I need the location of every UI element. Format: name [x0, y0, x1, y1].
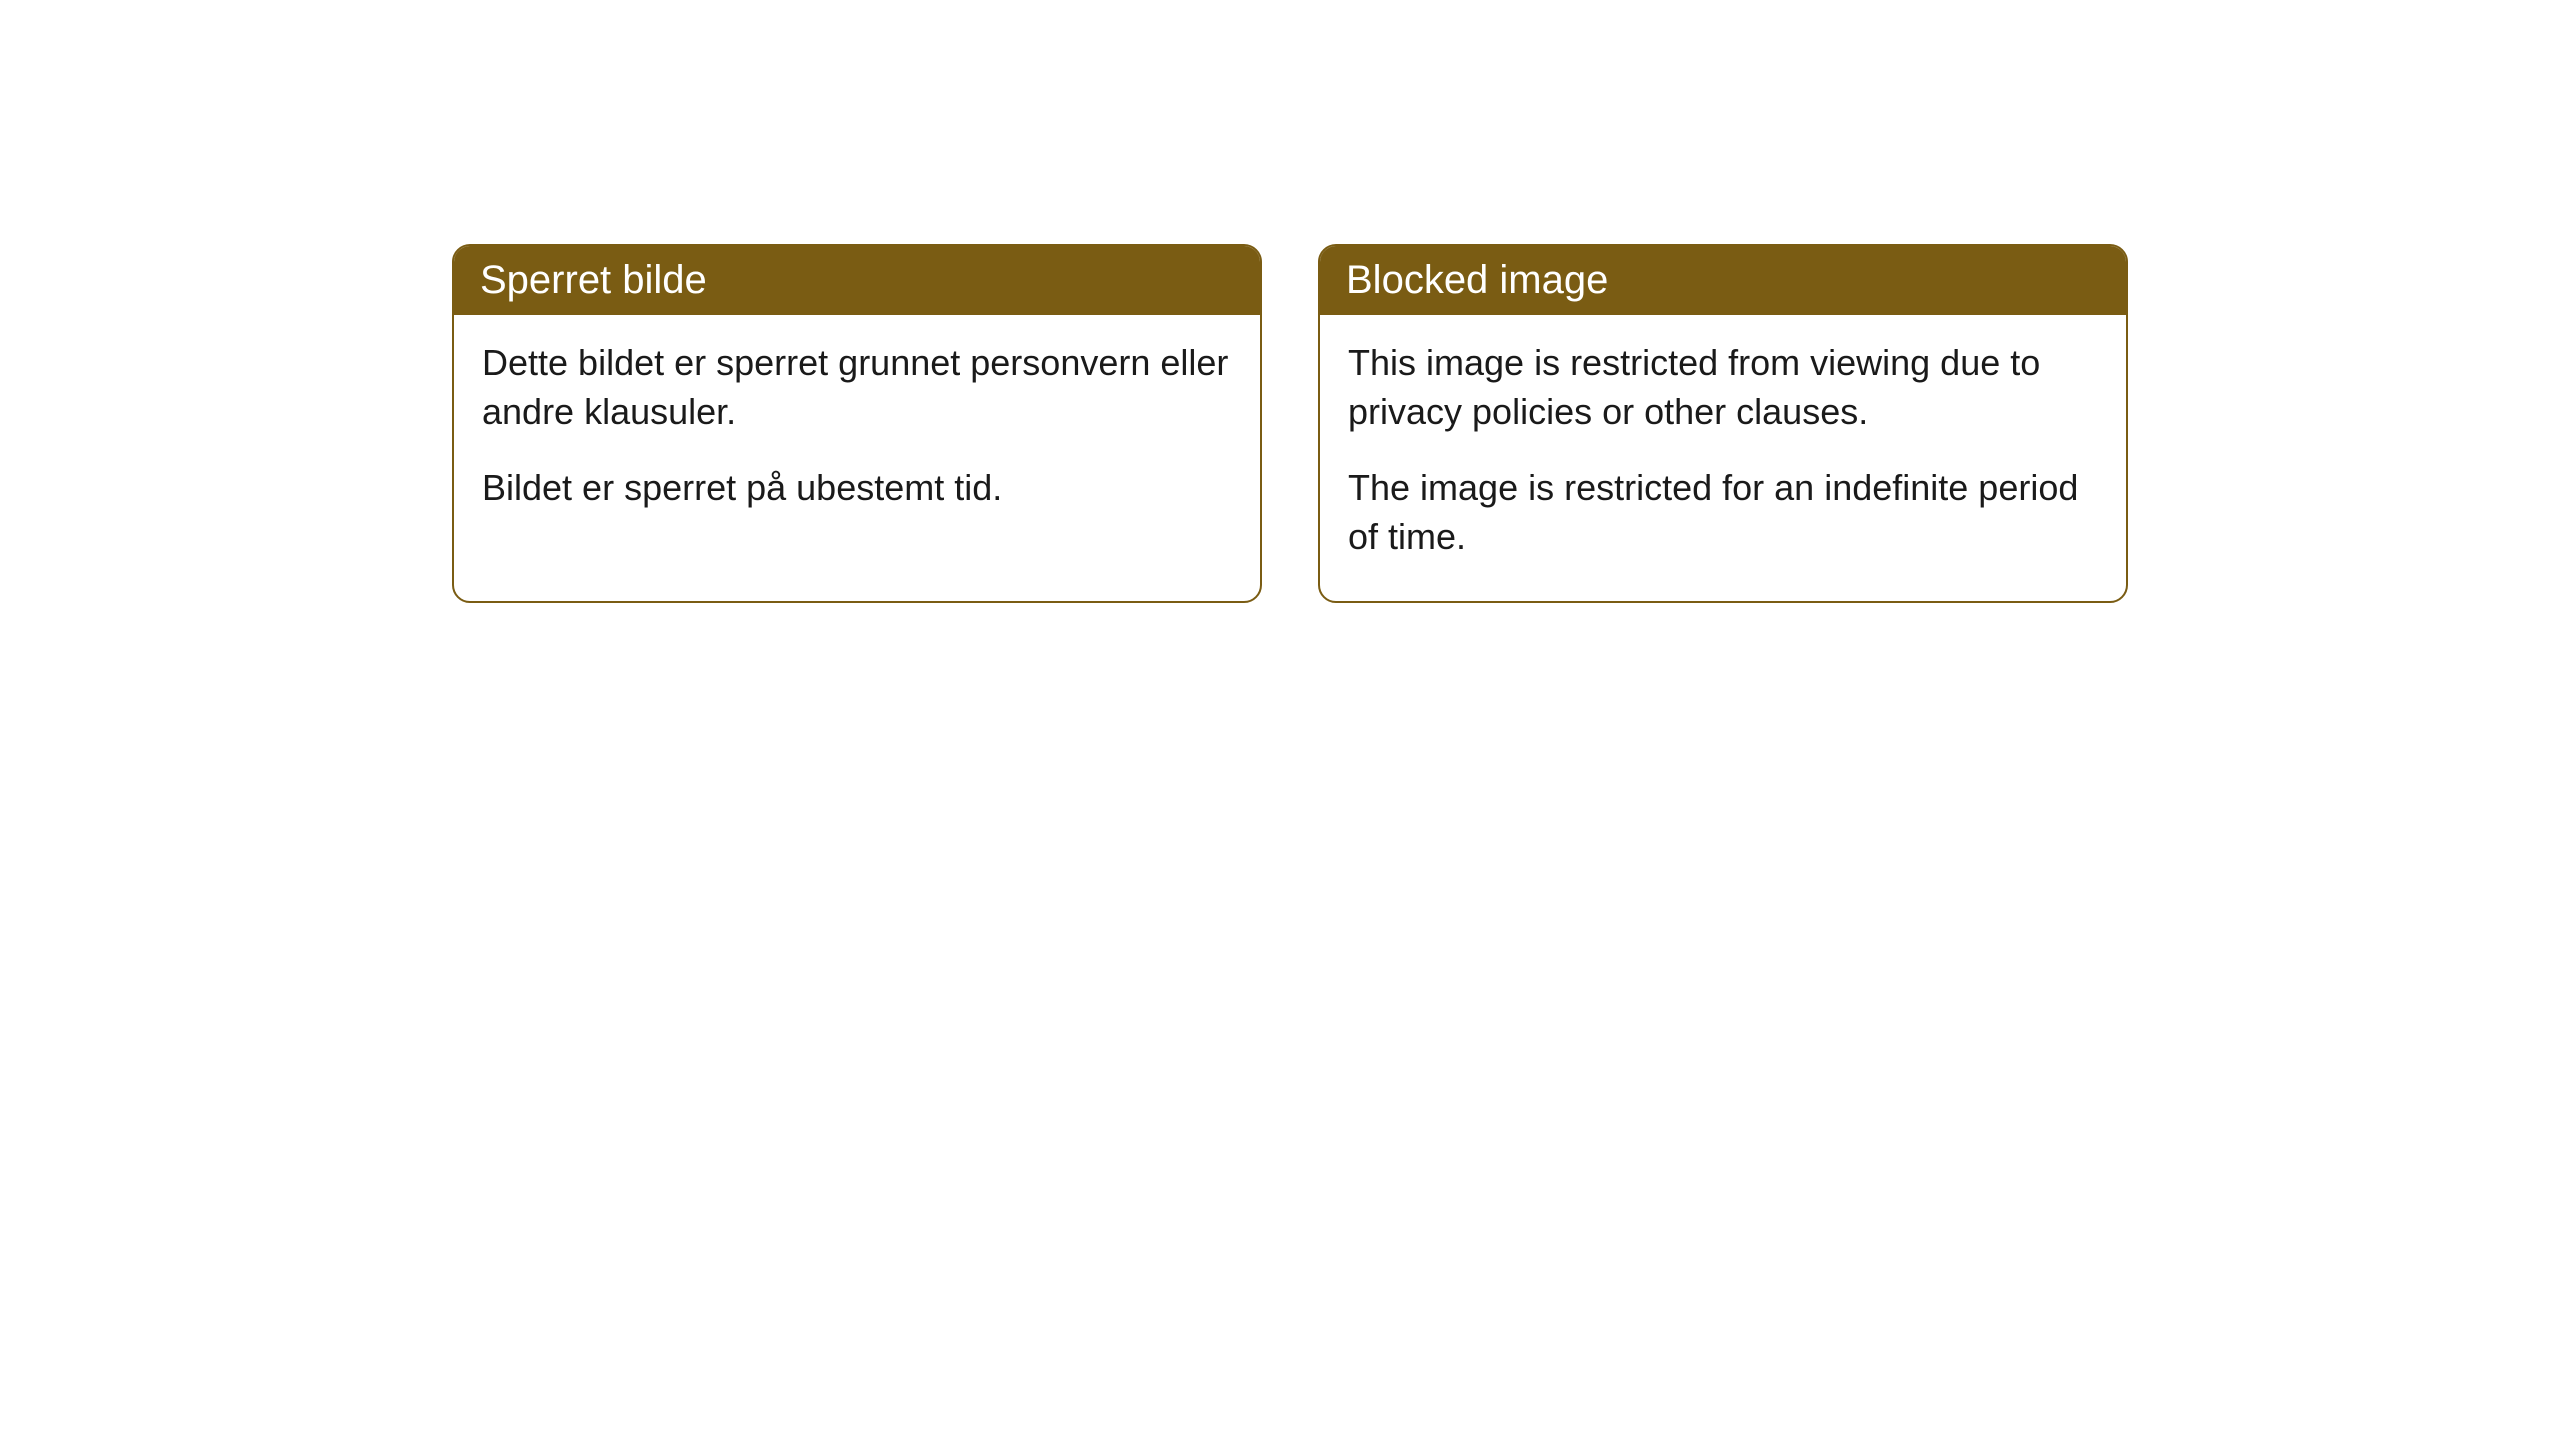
card-title: Sperret bilde — [480, 258, 707, 302]
notice-card-english: Blocked image This image is restricted f… — [1318, 244, 2128, 603]
notice-cards-container: Sperret bilde Dette bildet er sperret gr… — [452, 244, 2128, 603]
card-body: This image is restricted from viewing du… — [1320, 315, 2126, 601]
card-body: Dette bildet er sperret grunnet personve… — [454, 315, 1260, 553]
card-header: Blocked image — [1320, 246, 2126, 315]
card-paragraph: This image is restricted from viewing du… — [1348, 339, 2098, 436]
card-header: Sperret bilde — [454, 246, 1260, 315]
card-paragraph: Dette bildet er sperret grunnet personve… — [482, 339, 1232, 436]
notice-card-norwegian: Sperret bilde Dette bildet er sperret gr… — [452, 244, 1262, 603]
card-paragraph: Bildet er sperret på ubestemt tid. — [482, 464, 1232, 513]
card-paragraph: The image is restricted for an indefinit… — [1348, 464, 2098, 561]
card-title: Blocked image — [1346, 258, 1608, 302]
